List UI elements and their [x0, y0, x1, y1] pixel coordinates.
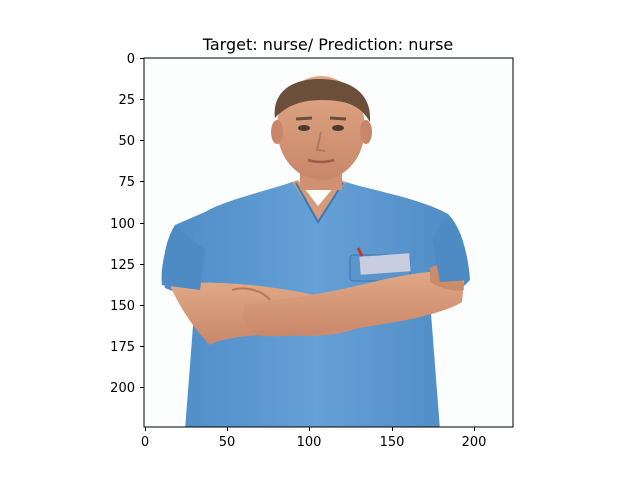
nose: [315, 131, 326, 152]
y-tick-label: 100: [110, 217, 135, 232]
plot-title: Target: nurse/ Prediction: nurse: [202, 35, 454, 54]
x-axis: 0 50 100 150 200: [141, 427, 487, 450]
y-axis: 0 25 50 75 100 125 150 175 200: [110, 52, 144, 396]
hair: [274, 78, 371, 122]
id-badge: [359, 253, 411, 275]
x-tick-label: 150: [380, 435, 405, 450]
left-ear: [271, 120, 283, 144]
arm-crease: [231, 287, 271, 301]
v-neck-seam: [295, 182, 344, 224]
y-tick-label: 50: [118, 134, 135, 149]
y-tick-label: 25: [118, 93, 135, 108]
x-tick-label: 0: [141, 435, 149, 450]
y-tick-label: 175: [110, 340, 135, 355]
right-sleeve: [432, 214, 470, 282]
x-tick-label: 200: [462, 435, 487, 450]
nurse-photo: [144, 58, 513, 427]
y-tick-label: 200: [110, 381, 135, 396]
x-tick-label: 50: [219, 435, 236, 450]
right-forearm: [243, 270, 465, 337]
x-tick-label: 100: [297, 435, 322, 450]
y-tick-label: 75: [118, 175, 135, 190]
y-tick-label: 0: [127, 52, 135, 67]
y-tick-label: 150: [110, 299, 135, 314]
right-eye: [332, 125, 344, 131]
axes-frame: [143, 57, 514, 428]
left-eye: [298, 125, 310, 131]
y-tick-label: 125: [110, 258, 135, 273]
mouth: [307, 158, 335, 164]
left-sleeve: [161, 225, 205, 290]
right-ear: [360, 120, 372, 144]
pen: [356, 247, 364, 257]
eyebrows: [295, 116, 347, 121]
